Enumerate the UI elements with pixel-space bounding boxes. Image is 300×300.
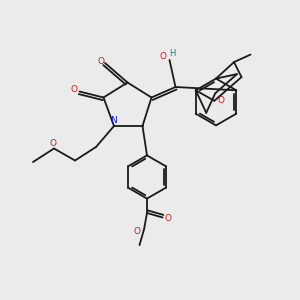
Text: N: N	[110, 116, 117, 125]
Text: O: O	[218, 96, 224, 105]
Text: O: O	[49, 139, 56, 148]
Text: O: O	[159, 52, 167, 61]
Text: O: O	[164, 214, 172, 223]
Text: O: O	[134, 227, 141, 236]
Text: O: O	[70, 85, 78, 94]
Text: H: H	[169, 49, 176, 58]
Text: O: O	[97, 57, 104, 66]
